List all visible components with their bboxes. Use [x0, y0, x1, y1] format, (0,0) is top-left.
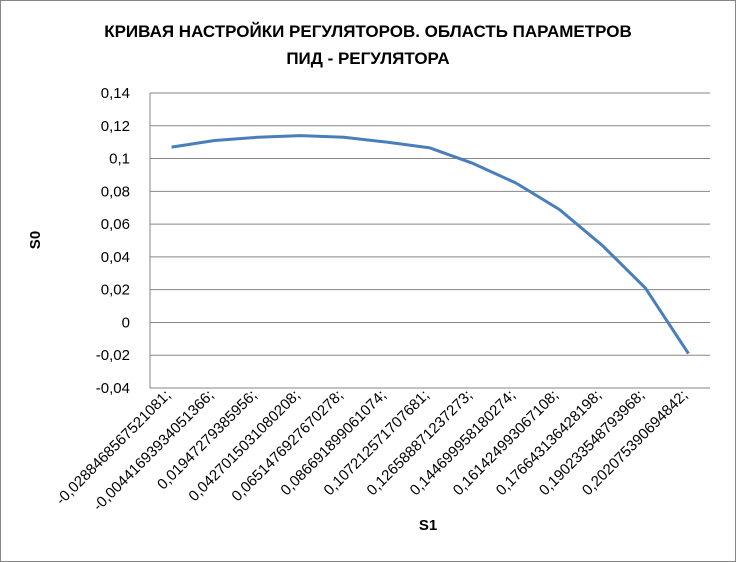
y-tick-label: 0,12 [101, 118, 130, 135]
y-tick-label: -0,04 [96, 380, 130, 397]
chart-title: КРИВАЯ НАСТРОЙКИ РЕГУЛЯТОРОВ. ОБЛАСТЬ ПА… [104, 22, 632, 68]
y-tick-label: 0,08 [101, 183, 130, 200]
x-axis-title: S1 [419, 517, 437, 534]
y-tick-label: 0,02 [101, 282, 130, 299]
y-tick-label: 0,04 [101, 249, 130, 266]
y-tick-label: 0,14 [101, 85, 130, 102]
y-tick-label: -0,02 [96, 347, 130, 364]
y-tick-label: 0,06 [101, 216, 130, 233]
y-tick-label: 0,1 [109, 151, 130, 168]
data-line [171, 134, 690, 355]
y-tick-label: 0 [122, 314, 130, 331]
y-axis-title: S0 [27, 231, 44, 249]
